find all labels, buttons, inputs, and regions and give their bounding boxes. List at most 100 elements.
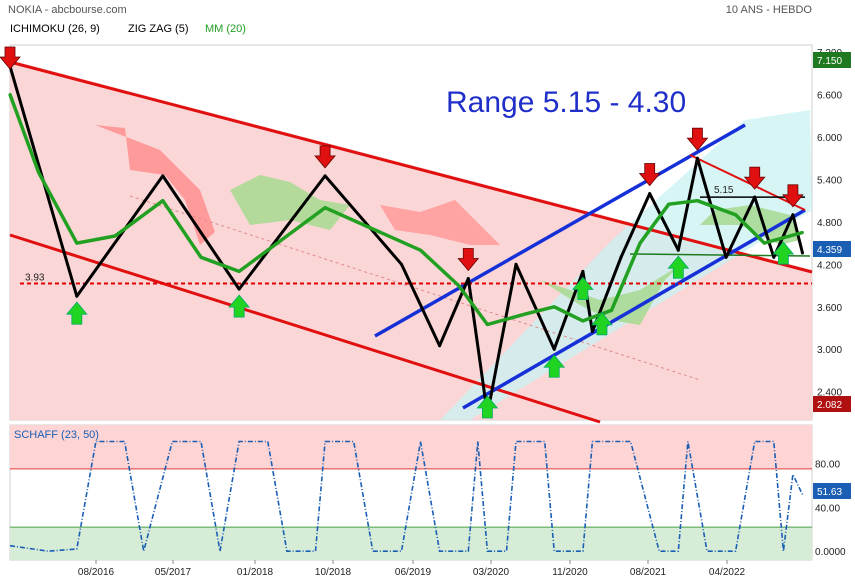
zigzag-point: [399, 262, 403, 266]
buy-signal-arrow: [228, 294, 250, 318]
sell-signal-arrow: [686, 127, 709, 151]
high-badge-text: 7.150: [817, 56, 842, 67]
zigzag-point: [772, 255, 776, 259]
low-badge-text: 2.082: [817, 400, 842, 411]
schaff-series: [9, 440, 804, 553]
schaff-y-tick-label: 0.0000: [815, 547, 846, 558]
schaff-overbought-zone: [10, 425, 812, 469]
ma-point: [762, 241, 766, 245]
schaff-panel: SCHAFF (23, 50): [9, 424, 813, 561]
channel-bottom-line: [9, 233, 601, 424]
price-series-layer: [8, 64, 804, 416]
buy-signal-arrow: [543, 354, 566, 378]
x-tick-label: 08/2016: [78, 567, 115, 578]
buy-signal-arrow: [65, 301, 88, 325]
ma-point: [371, 227, 375, 231]
ichimoku-cloud-red-2: [380, 200, 500, 245]
zigzag-point: [648, 192, 652, 196]
schaff-last-badge-text: 51.63: [817, 487, 842, 498]
support-level-label: 3.93: [25, 272, 45, 283]
zigzag-point: [619, 255, 623, 259]
ma-point: [161, 199, 165, 203]
uptrend-channel: [440, 110, 812, 420]
ma-point: [199, 255, 203, 259]
price-y-axis: 7.2006.6006.0005.4004.8004.2003.6003.000…: [817, 48, 842, 399]
ma-point: [113, 234, 117, 238]
legend-mm: MM (20): [205, 23, 246, 35]
ma-point: [37, 170, 41, 174]
zigzag-point: [753, 195, 757, 199]
ma-point: [695, 199, 699, 203]
resistance-line: [689, 154, 806, 211]
last-price-badge-text: 4.359: [817, 245, 842, 256]
zigzag-point: [75, 294, 79, 298]
sell-signal-arrow: [314, 145, 336, 169]
legend-zigzag: ZIG ZAG (5): [128, 23, 189, 35]
zigzag-point: [724, 255, 728, 259]
zigzag-point: [676, 248, 680, 252]
chart-period-label: 10 ANS - HEBDO: [726, 4, 813, 16]
x-tick-label: 04/2022: [709, 567, 746, 578]
schaff-title: SCHAFF (23, 50): [14, 429, 99, 441]
zigzag-point: [514, 262, 518, 266]
y-tick-label: 3.000: [817, 345, 842, 356]
sell-signal-arrow: [457, 248, 480, 272]
ichimoku-cloud-green-1: [230, 175, 350, 230]
schaff-y-tick-label: 80.00: [815, 459, 840, 470]
zigzag-point: [552, 347, 556, 351]
chart-source-label: NOKIA - abcbourse.com: [8, 4, 127, 16]
ma-point: [524, 312, 528, 316]
y-tick-label: 4.800: [817, 218, 842, 229]
sell-signal-arrow: [743, 166, 766, 190]
schaff-oversold-zone: [10, 527, 812, 560]
buy-signal-arrow: [667, 255, 690, 279]
ma-point: [667, 202, 671, 206]
uptrend-bottom-line: [462, 208, 806, 410]
y-tick-label: 4.200: [817, 260, 842, 271]
ma-point: [8, 93, 12, 97]
ichimoku-cloud-green-2: [540, 265, 680, 325]
x-tick-label: 08/2021: [630, 567, 667, 578]
zigzag-point: [323, 174, 327, 178]
uptrend-top-line: [374, 123, 746, 338]
ma-point: [734, 213, 738, 217]
zigzag-point: [800, 251, 804, 255]
schaff-y-tick-label: 40.00: [815, 503, 840, 514]
zigzag-point: [438, 344, 442, 348]
y-tick-label: 3.600: [817, 303, 842, 314]
ma-point: [323, 206, 327, 210]
schaff-last-badge: [813, 483, 851, 499]
last-price-badge: [813, 241, 851, 257]
channel-top-line: [9, 60, 813, 274]
buy-signal-arrow: [476, 395, 499, 419]
ma-point: [485, 322, 489, 326]
ma-point: [75, 241, 79, 245]
sell-signal-arrow: [638, 163, 661, 187]
high-badge: [813, 52, 851, 68]
y-tick-label: 6.000: [817, 133, 842, 144]
sell-signal-arrow: [782, 184, 804, 208]
low-badge: [813, 396, 851, 412]
ma-point: [457, 284, 461, 288]
price-panel: 3.93 5.15 Range 5.15 - 4.30: [0, 44, 813, 424]
zigzag-series: [8, 65, 804, 416]
time-x-axis: 08/2016 05/2017 01/2018 10/2018 06/2019 03/20…: [78, 560, 746, 578]
schaff-y-axis: 80.00 40.00 0.0000: [815, 459, 846, 558]
legend-ichimoku: ICHIMOKU (26, 9): [10, 23, 100, 35]
ma-point: [610, 308, 613, 312]
ma-point: [800, 231, 804, 234]
y-tick-label: 2.400: [817, 388, 842, 399]
y-tick-label: 6.600: [817, 91, 842, 102]
zigzag-point: [695, 156, 699, 160]
ma-point: [285, 234, 289, 238]
x-tick-label: 10/2018: [315, 567, 352, 578]
x-tick-label: 11/2020: [552, 567, 588, 578]
buy-signal-arrow: [572, 276, 594, 300]
ma-point: [581, 319, 585, 323]
buy-signal-arrow: [591, 312, 613, 336]
ma-point: [419, 248, 423, 252]
zigzag-point: [237, 287, 241, 291]
x-tick-label: 03/2020: [473, 567, 510, 578]
ma-point: [237, 269, 241, 273]
